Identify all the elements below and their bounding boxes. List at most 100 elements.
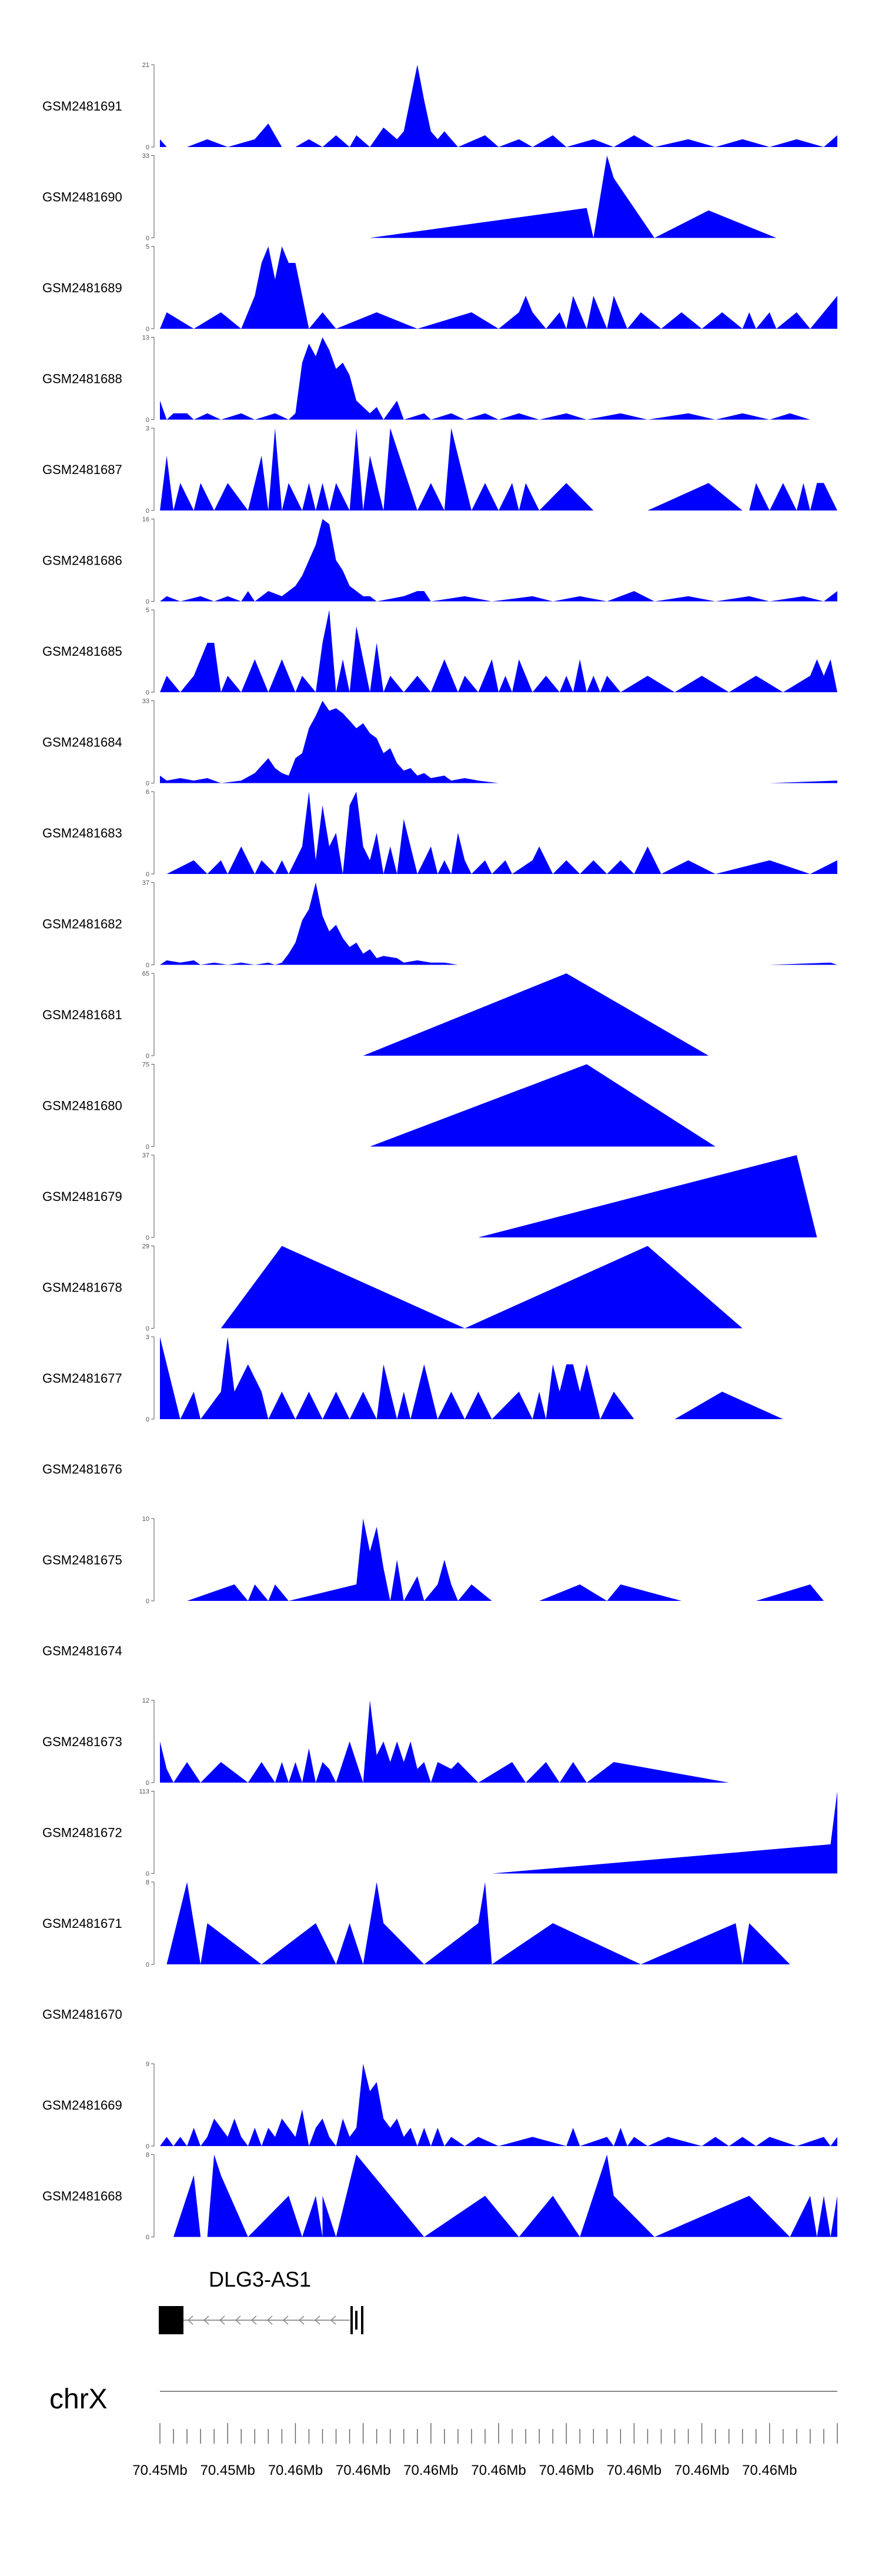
track-GSM2481673: GSM2481673 12 0 bbox=[42, 1697, 729, 1787]
coordinate-label: 70.46Mb bbox=[674, 2462, 729, 2478]
track-GSM2481676: GSM2481676 bbox=[42, 1462, 122, 1477]
track-GSM2481669: GSM2481669 9 0 bbox=[42, 2061, 837, 2150]
y-min-label: 0 bbox=[146, 1780, 149, 1787]
coverage-area bbox=[166, 1882, 790, 1964]
strand-arrow bbox=[330, 2315, 336, 2325]
y-min-label: 0 bbox=[146, 508, 149, 515]
y-min-label: 0 bbox=[146, 144, 149, 151]
y-min-label: 0 bbox=[146, 1416, 149, 1423]
track-label: GSM2481668 bbox=[42, 2189, 122, 2204]
exon-block bbox=[350, 2306, 353, 2334]
strand-arrow bbox=[250, 2315, 257, 2325]
gene-track: DLG3-AS1 bbox=[159, 2267, 363, 2334]
data-tracks: GSM2481691210GSM2481690330GSM248168950GS… bbox=[42, 62, 837, 2241]
coordinate-label: 70.46Mb bbox=[403, 2462, 458, 2478]
track-GSM2481679: GSM2481679 37 0 bbox=[42, 1152, 817, 1242]
track-label: GSM2481673 bbox=[42, 1734, 122, 1749]
track-GSM2481668: GSM2481668 8 0 bbox=[42, 2152, 837, 2241]
coverage-area bbox=[363, 973, 709, 1056]
y-min-label: 0 bbox=[146, 1234, 149, 1242]
coverage-area bbox=[370, 1064, 716, 1147]
y-max-label: 9 bbox=[146, 2061, 149, 2068]
track-GSM2481682: GSM2481682 37 0 bbox=[42, 880, 837, 969]
y-max-label: 5 bbox=[146, 607, 149, 614]
track-label: GSM2481678 bbox=[42, 1280, 122, 1295]
coverage-area bbox=[187, 1519, 824, 1601]
track-label: GSM2481685 bbox=[42, 644, 122, 659]
track-GSM2481672: GSM2481672 113 0 bbox=[42, 1788, 837, 1878]
track-GSM2481686: GSM2481686 16 0 bbox=[42, 516, 837, 606]
exon-block bbox=[361, 2306, 363, 2334]
strand-arrow bbox=[266, 2315, 273, 2325]
y-max-label: 12 bbox=[142, 1697, 149, 1704]
coverage-area bbox=[478, 1155, 817, 1237]
coverage-area bbox=[160, 519, 837, 602]
coordinate-label: 70.45Mb bbox=[200, 2462, 255, 2478]
track-label: GSM2481690 bbox=[42, 190, 122, 205]
exon-block bbox=[159, 2306, 183, 2334]
strand-arrow bbox=[298, 2315, 305, 2325]
coverage-area bbox=[160, 337, 831, 420]
track-GSM2481677: GSM2481677 3 0 bbox=[42, 1334, 783, 1423]
y-max-label: 21 bbox=[142, 62, 149, 69]
y-max-label: 8 bbox=[146, 1879, 149, 1886]
track-GSM2481689: GSM2481689 5 0 bbox=[42, 243, 837, 333]
track-label: GSM2481669 bbox=[42, 2098, 122, 2113]
track-GSM2481670: GSM2481670 bbox=[42, 2007, 122, 2022]
coverage-area bbox=[160, 65, 837, 147]
y-min-label: 0 bbox=[146, 417, 149, 424]
y-min-label: 0 bbox=[146, 689, 149, 696]
coordinate-label: 70.46Mb bbox=[336, 2462, 390, 2478]
coverage-area bbox=[166, 792, 837, 874]
track-GSM2481685: GSM2481685 5 0 bbox=[42, 607, 837, 696]
y-min-label: 0 bbox=[146, 1326, 149, 1333]
y-max-label: 65 bbox=[142, 970, 149, 977]
coverage-area bbox=[492, 1791, 837, 1874]
genome-axis: chrX 70.45Mb 70.45Mb 70.46Mb 70.46Mb 70.46Mb… bbox=[49, 2384, 838, 2478]
coordinate-label: 70.46Mb bbox=[607, 2462, 662, 2478]
track-label: GSM2481679 bbox=[42, 1189, 122, 1204]
y-min-label: 0 bbox=[146, 599, 149, 606]
track-label: GSM2481689 bbox=[42, 281, 122, 295]
y-max-label: 33 bbox=[142, 153, 149, 160]
track-GSM2481687: GSM2481687 3 0 bbox=[42, 425, 837, 515]
y-max-label: 5 bbox=[146, 243, 149, 251]
coverage-area bbox=[220, 1246, 743, 1329]
chromosome-label: chrX bbox=[49, 2384, 108, 2415]
track-label: GSM2481683 bbox=[42, 826, 122, 840]
coverage-area bbox=[160, 1700, 729, 1783]
coverage-area bbox=[160, 882, 837, 965]
y-min-label: 0 bbox=[146, 1598, 149, 1605]
strand-arrow bbox=[219, 2315, 225, 2325]
coverage-area bbox=[160, 610, 837, 692]
y-min-label: 0 bbox=[146, 871, 149, 878]
track-GSM2481684: GSM2481684 33 0 bbox=[42, 698, 837, 788]
track-label: GSM2481674 bbox=[42, 1644, 122, 1659]
y-max-label: 113 bbox=[139, 1788, 149, 1796]
track-label: GSM2481670 bbox=[42, 2007, 122, 2022]
y-max-label: 29 bbox=[142, 1243, 149, 1250]
y-max-label: 75 bbox=[142, 1062, 149, 1069]
track-GSM2481671: GSM2481671 8 0 bbox=[42, 1879, 790, 1968]
track-label: GSM2481688 bbox=[42, 372, 122, 386]
coverage-area bbox=[160, 2064, 837, 2146]
strand-arrow bbox=[187, 2315, 193, 2325]
exon-block bbox=[355, 2311, 358, 2330]
y-max-label: 10 bbox=[142, 1516, 149, 1523]
track-GSM2481681: GSM2481681 65 0 bbox=[42, 970, 709, 1060]
y-max-label: 6 bbox=[146, 789, 149, 796]
coverage-area bbox=[160, 246, 837, 329]
track-GSM2481691: GSM2481691 21 0 bbox=[42, 62, 837, 151]
strand-arrow bbox=[282, 2315, 289, 2325]
y-max-label: 37 bbox=[142, 1152, 149, 1159]
track-GSM2481675: GSM2481675 10 0 bbox=[42, 1516, 824, 1605]
strand-arrow bbox=[203, 2315, 209, 2325]
track-GSM2481688: GSM2481688 13 0 bbox=[42, 335, 831, 424]
coverage-area bbox=[370, 155, 777, 238]
y-min-label: 0 bbox=[146, 2143, 149, 2150]
track-label: GSM2481677 bbox=[42, 1371, 122, 1386]
track-label: GSM2481675 bbox=[42, 1553, 122, 1567]
track-GSM2481690: GSM2481690 33 0 bbox=[42, 153, 777, 242]
track-label: GSM2481682 bbox=[42, 917, 122, 932]
